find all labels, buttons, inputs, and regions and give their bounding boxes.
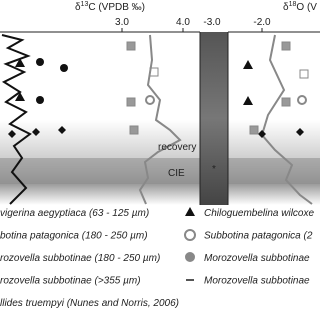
lithology-column (200, 32, 228, 205)
axis-title: δ13C (VPDB ‰) (75, 1, 145, 13)
bulk-curve (1, 34, 32, 205)
cie-core (0, 158, 200, 184)
carbon-curve (138, 34, 182, 205)
annotation: CIE (168, 168, 185, 179)
legend-label: Morozovella subbotinae (204, 276, 310, 287)
annotation: recovery (158, 142, 196, 153)
legend-label: rozovella subbotinae (180 - 250 µm) (0, 253, 160, 264)
legend-symbol (184, 229, 196, 241)
tick-label: -2.0 (253, 17, 271, 28)
axis-title-part: O (V (296, 2, 317, 13)
axis-title-part: 18 (289, 1, 297, 8)
axis-title-part: 13 (81, 1, 89, 8)
black-markers (8, 58, 304, 138)
axis-title: δ18O (V (283, 1, 317, 13)
oxygen-curve (260, 34, 313, 205)
annotation: * (212, 164, 216, 175)
legend-label: Chiloguembelina wilcoxe (204, 208, 314, 219)
axis-title-part: δ (283, 2, 289, 13)
legend: vigerina aegyptiaca (63 - 125 µm) Chilogu… (0, 207, 314, 309)
gray-markers (126, 41, 309, 135)
legend-label: botina patagonica (180 - 250 µm) (0, 231, 148, 242)
plot-area (0, 28, 320, 205)
legend-symbol (185, 252, 195, 262)
tick-label: -3.0 (203, 17, 221, 28)
cie-core (228, 158, 320, 184)
legend-label: llides truempyi (Nunes and Norris, 2006) (0, 298, 179, 309)
legend-label: Morozovella subbotinae (204, 253, 310, 264)
axis-title-part: δ (75, 2, 81, 13)
tick-label: 3.0 (115, 17, 129, 28)
axis-title-part: C (VPDB ‰) (88, 2, 145, 13)
legend-label: Subbotina patagonica (2 (204, 231, 313, 242)
tick-label: 4.0 (176, 17, 190, 28)
legend-label: rozovella subbotinae (>355 µm) (0, 276, 141, 287)
legend-label: vigerina aegyptiaca (63 - 125 µm) (0, 208, 149, 219)
legend-symbol (185, 207, 195, 216)
